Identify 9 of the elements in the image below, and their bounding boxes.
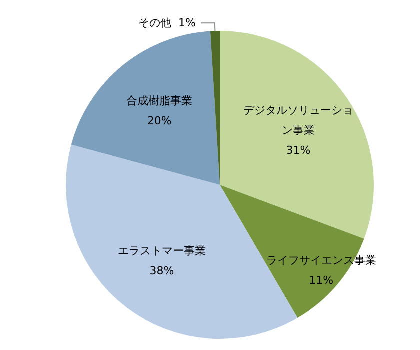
data-label: 38% (150, 264, 174, 278)
data-label: 31% (286, 144, 311, 158)
slice-label: ライフサイエンス事業 (266, 254, 376, 267)
slice-label: エラストマー事業 (118, 244, 206, 258)
slice-label: その他 1% (138, 16, 196, 30)
data-label: 20% (147, 114, 172, 128)
slice-label: デジタルソリューション事業 (243, 104, 354, 138)
slice-label: 合成樹脂事業 (126, 94, 193, 108)
data-label: 11% (309, 274, 334, 287)
